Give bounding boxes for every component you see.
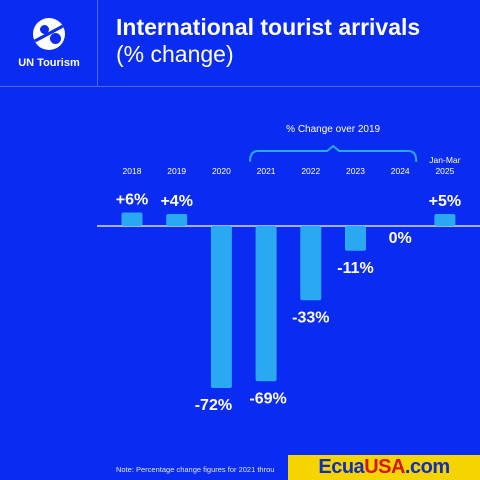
category-label: 2020 bbox=[212, 166, 231, 176]
category-label: 2022 bbox=[301, 166, 320, 176]
data-label: 0% bbox=[389, 230, 412, 247]
watermark-part-3: .com bbox=[404, 456, 450, 478]
data-label: -11% bbox=[337, 260, 373, 277]
bar bbox=[300, 226, 322, 301]
data-label: +5% bbox=[429, 193, 461, 210]
chart-title: International tourist arrivals bbox=[116, 14, 421, 40]
data-label: +4% bbox=[160, 193, 192, 210]
un-tourism-globe-icon bbox=[33, 18, 65, 50]
footnote: Note: Percentage change figures for 2021… bbox=[116, 465, 275, 474]
brand-name: UN Tourism bbox=[18, 57, 80, 69]
brand-logo: UN Tourism bbox=[16, 18, 82, 69]
data-label: -69% bbox=[249, 390, 286, 407]
category-label: 2023 bbox=[346, 166, 365, 176]
bar bbox=[166, 214, 188, 226]
watermark-banner: EcuaUSA.com bbox=[288, 455, 480, 480]
bar bbox=[255, 226, 277, 382]
category-label: 2024 bbox=[391, 166, 410, 176]
category-label: 2025 bbox=[435, 166, 454, 176]
change-over-2019-bracket: % Change over 2019 bbox=[249, 124, 418, 162]
watermark-part-1: Ecua bbox=[318, 456, 365, 478]
data-label: -72% bbox=[195, 397, 232, 414]
bar bbox=[345, 226, 366, 251]
data-label: +6% bbox=[116, 192, 148, 209]
bar bbox=[121, 212, 143, 226]
category-label: 2021 bbox=[257, 166, 276, 176]
header-divider-vertical bbox=[97, 0, 98, 86]
header-divider-horizontal bbox=[0, 86, 480, 87]
category-label: 2019 bbox=[167, 166, 186, 176]
bar bbox=[210, 226, 232, 388]
chart-subtitle: (% change) bbox=[116, 41, 234, 67]
data-label: -33% bbox=[292, 309, 329, 326]
watermark-part-2: USA bbox=[364, 456, 405, 478]
bracket-label: % Change over 2019 bbox=[286, 124, 380, 135]
category-label: 2018 bbox=[123, 166, 142, 176]
bar bbox=[434, 214, 456, 226]
category-label: Jan-Mar bbox=[429, 155, 460, 165]
